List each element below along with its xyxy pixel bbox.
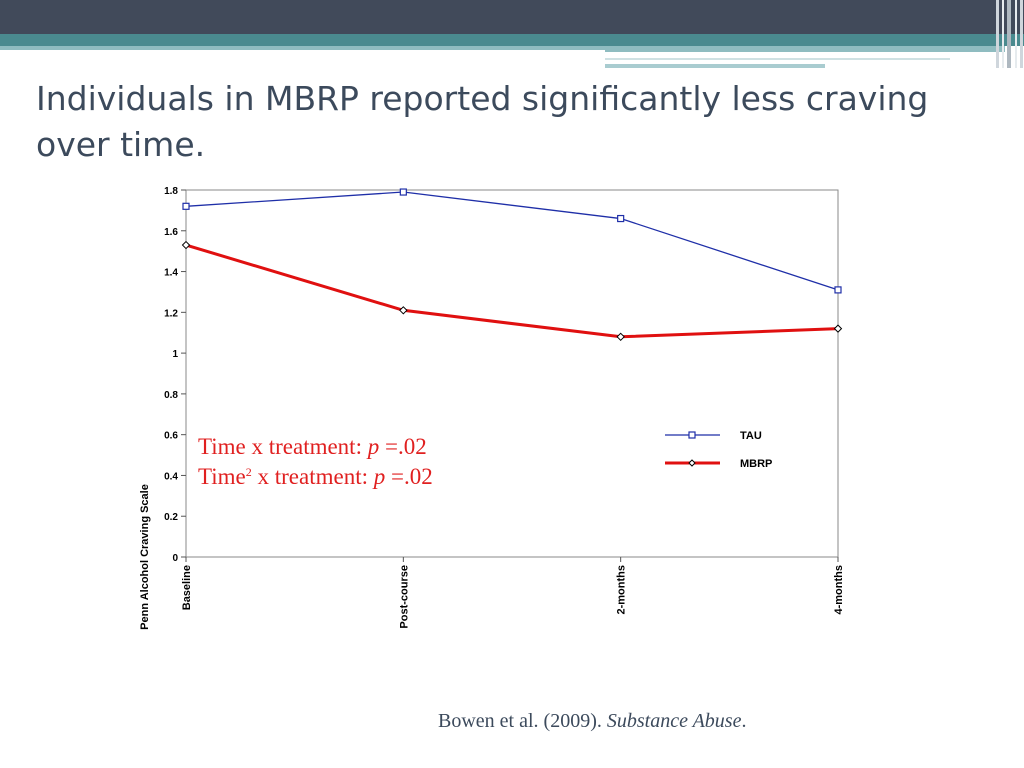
header-accent-band: [0, 34, 1024, 46]
legend-label-mbrp: MBRP: [740, 458, 772, 470]
series-line-tau: [185, 191, 839, 291]
y-tick-label: 0.4: [164, 471, 178, 482]
x-tick-label: 4-months: [833, 565, 845, 615]
series-line-mbrp: [185, 243, 839, 339]
data-point-tau: [182, 202, 190, 210]
y-tick-label: 0.6: [164, 431, 178, 442]
data-point-tau: [617, 214, 625, 223]
y-tick-label: 1.2: [164, 308, 178, 319]
slide-title: Individuals in MBRP reported significant…: [36, 79, 929, 164]
data-point-tau: [834, 286, 842, 294]
legend-label-tau: TAU: [740, 430, 762, 442]
data-point-mbrp: [181, 240, 191, 250]
statistics-annotation: Time x treatment: p =.02 Time2 x treatme…: [198, 432, 433, 492]
annotation-line-1: Time x treatment: p =.02: [198, 434, 427, 459]
header-accent-stripe: [605, 58, 950, 60]
x-tick-label: Baseline: [181, 565, 193, 610]
y-tick-label: 1.6: [164, 227, 178, 238]
y-tick-label: 0.2: [164, 512, 178, 523]
header-accent-stripe: [605, 46, 1005, 52]
y-axis-title: Penn Alcohol Craving Scale: [139, 484, 151, 630]
line-chart: 0 0.2 0.4 0.6 0.8 1 1.2 1.4 1.6 1.8 Baseline Post-…: [139, 186, 845, 630]
header-accent-stripe: [605, 64, 825, 68]
y-tick-label: 1: [172, 349, 178, 360]
plot-area: [185, 189, 839, 558]
citation: Bowen et al. (2009). Substance Abuse.: [438, 710, 747, 732]
x-tick-label: 2-months: [616, 565, 628, 615]
legend-marker-tau: [688, 431, 696, 439]
y-tick-label: 1.8: [164, 186, 178, 197]
header-accent-stripe: [0, 46, 605, 50]
annotation-line-2: Time2 x treatment: p =.02: [198, 464, 433, 489]
y-tick-label: 0.8: [164, 390, 178, 401]
legend-marker-mbrp: [688, 459, 696, 467]
y-tick-label: 1.4: [164, 268, 178, 279]
header-vertical-stripes: [994, 0, 1024, 68]
data-point-tau: [399, 188, 407, 196]
x-tick-label: Post-course: [398, 565, 410, 629]
data-point-mbrp: [399, 306, 408, 315]
data-point-mbrp: [833, 324, 843, 333]
data-point-mbrp: [616, 332, 625, 342]
header-band: [0, 0, 1024, 34]
y-tick-label: 0: [172, 553, 178, 564]
